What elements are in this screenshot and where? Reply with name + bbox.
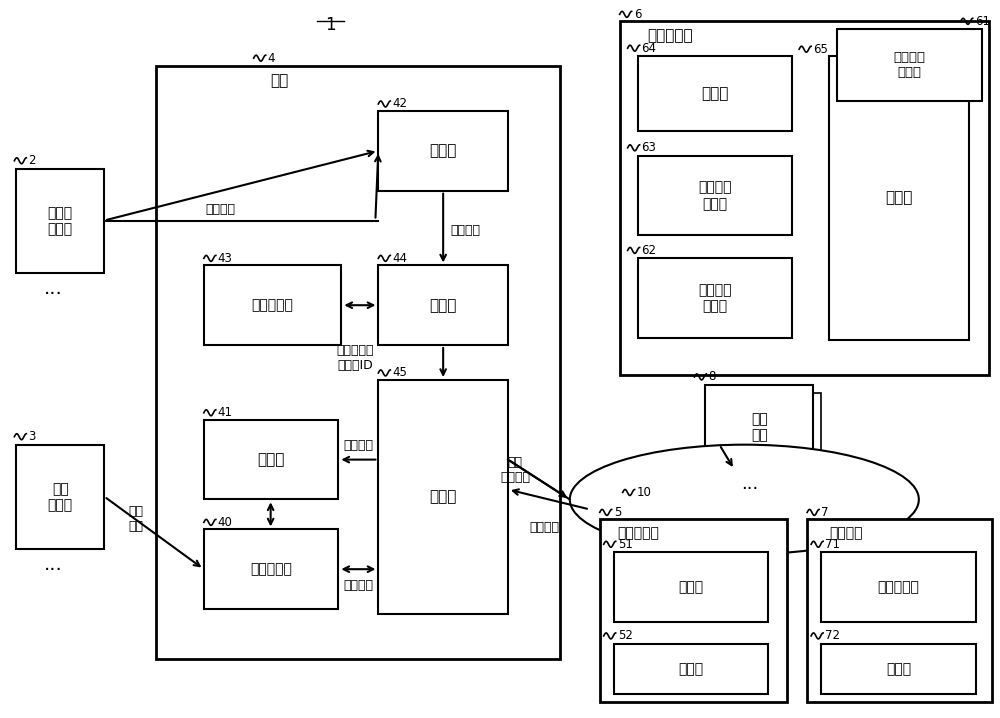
- Text: 41: 41: [218, 406, 233, 419]
- Text: 42: 42: [392, 98, 407, 111]
- FancyBboxPatch shape: [837, 29, 982, 101]
- FancyBboxPatch shape: [16, 169, 104, 274]
- Text: 解析部: 解析部: [257, 452, 285, 467]
- Text: 解析引擎
存储部: 解析引擎 存储部: [893, 51, 925, 79]
- FancyBboxPatch shape: [638, 56, 792, 131]
- FancyBboxPatch shape: [821, 644, 976, 694]
- Text: 文件服务器: 文件服务器: [618, 526, 660, 541]
- Text: 61: 61: [975, 15, 990, 28]
- FancyBboxPatch shape: [713, 393, 821, 477]
- Text: 通知部: 通知部: [886, 662, 911, 676]
- FancyBboxPatch shape: [614, 552, 768, 622]
- Text: 确定部: 确定部: [429, 298, 457, 313]
- Ellipse shape: [570, 444, 919, 554]
- FancyBboxPatch shape: [16, 444, 104, 549]
- Text: 取得部: 取得部: [429, 144, 457, 158]
- FancyBboxPatch shape: [807, 519, 992, 701]
- Text: 监视终端: 监视终端: [829, 526, 863, 541]
- Text: 装置: 装置: [271, 73, 289, 88]
- FancyBboxPatch shape: [378, 380, 508, 614]
- Text: 62: 62: [642, 244, 657, 257]
- Text: 7: 7: [821, 506, 829, 519]
- Text: 64: 64: [642, 42, 657, 55]
- Text: 6: 6: [634, 8, 641, 21]
- Text: 44: 44: [392, 252, 407, 265]
- Text: 63: 63: [642, 141, 656, 154]
- FancyBboxPatch shape: [204, 266, 341, 345]
- Text: ···: ···: [44, 285, 63, 304]
- FancyBboxPatch shape: [705, 385, 813, 470]
- Text: 65: 65: [813, 42, 828, 56]
- FancyBboxPatch shape: [156, 66, 560, 659]
- Text: 71: 71: [825, 538, 840, 551]
- Text: 解析部: 解析部: [678, 580, 704, 594]
- Text: 拍摄条件
存储部: 拍摄条件 存储部: [698, 283, 732, 313]
- Text: 解析引擎: 解析引擎: [530, 521, 560, 534]
- FancyBboxPatch shape: [204, 529, 338, 609]
- Text: 报警信号、
照相机ID: 报警信号、 照相机ID: [337, 344, 374, 372]
- Text: 4: 4: [268, 52, 275, 65]
- Text: ···: ···: [741, 480, 758, 498]
- FancyBboxPatch shape: [378, 266, 508, 345]
- Text: 监视
照相机: 监视 照相机: [48, 482, 73, 512]
- Text: 8: 8: [708, 370, 716, 383]
- FancyBboxPatch shape: [204, 420, 338, 500]
- Text: 40: 40: [218, 516, 233, 529]
- Text: 52: 52: [618, 630, 633, 643]
- FancyBboxPatch shape: [638, 258, 792, 338]
- Text: 位置存储部: 位置存储部: [252, 298, 294, 312]
- Text: 通信部: 通信部: [429, 490, 457, 505]
- Text: 解析引擎: 解析引擎: [343, 439, 373, 452]
- FancyBboxPatch shape: [600, 519, 787, 701]
- Text: 供给部: 供给部: [885, 190, 913, 205]
- Text: 图像
数据: 图像 数据: [129, 505, 144, 533]
- Text: 图像数据: 图像数据: [343, 579, 373, 592]
- FancyBboxPatch shape: [620, 22, 989, 375]
- Text: 51: 51: [618, 538, 633, 551]
- FancyBboxPatch shape: [829, 56, 969, 340]
- Text: 45: 45: [392, 366, 407, 379]
- FancyBboxPatch shape: [614, 644, 768, 694]
- Text: 移动
终端: 移动 终端: [751, 412, 768, 442]
- Text: 存储部: 存储部: [678, 662, 704, 676]
- Text: 检测对象
存储部: 检测对象 存储部: [698, 180, 732, 211]
- Text: 分发服务器: 分发服务器: [648, 28, 693, 43]
- Text: 43: 43: [218, 252, 233, 265]
- Text: 警报信号: 警报信号: [450, 224, 480, 237]
- Text: 显示控制部: 显示控制部: [877, 580, 919, 594]
- Text: 警报
对应信息: 警报 对应信息: [500, 455, 530, 483]
- Text: 警报信号: 警报信号: [206, 202, 236, 215]
- Text: ···: ···: [44, 561, 63, 580]
- Text: 1: 1: [325, 17, 336, 34]
- Text: 72: 72: [825, 630, 840, 643]
- Text: 10: 10: [637, 486, 651, 499]
- Text: 2: 2: [28, 154, 36, 167]
- Text: 警备用
传感器: 警备用 传感器: [48, 206, 73, 236]
- FancyBboxPatch shape: [378, 111, 508, 191]
- Text: 3: 3: [28, 430, 36, 443]
- Text: 5: 5: [614, 506, 621, 519]
- FancyBboxPatch shape: [638, 156, 792, 236]
- FancyBboxPatch shape: [821, 552, 976, 622]
- Text: 图像存储部: 图像存储部: [250, 562, 292, 576]
- Text: 设定部: 设定部: [701, 86, 729, 101]
